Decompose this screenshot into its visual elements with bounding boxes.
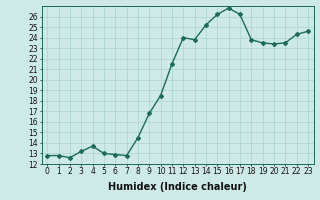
X-axis label: Humidex (Indice chaleur): Humidex (Indice chaleur) [108, 182, 247, 192]
